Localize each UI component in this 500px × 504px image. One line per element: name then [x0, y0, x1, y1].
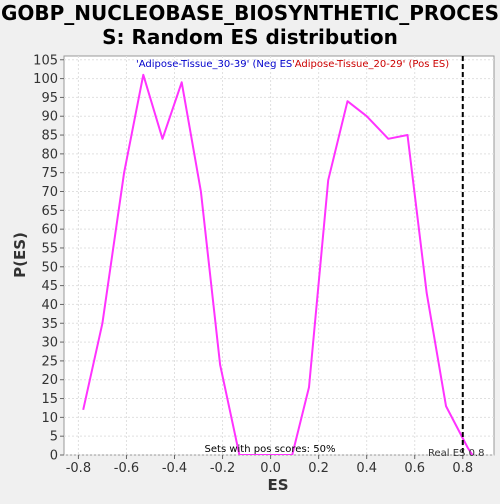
series-layer [82, 56, 474, 455]
y-tick-label: 25 [41, 354, 58, 369]
x-tick-label: 0.4 [356, 461, 377, 476]
chart-title-line-1: GOBP_NUCLEOBASE_BIOSYNTHETIC_PROCES [1, 1, 499, 25]
y-tick-label: 95 [41, 91, 58, 106]
x-tick-label: -0.4 [162, 461, 187, 476]
y-tick-label: 15 [41, 392, 58, 407]
y-tick-label: 55 [41, 241, 58, 256]
x-tick-label: 0.6 [404, 461, 425, 476]
y-tick-label: 0 [50, 449, 58, 464]
x-tick-label: -0.8 [66, 461, 91, 476]
y-tick-label: 35 [41, 317, 58, 332]
legend-pos-es: 'Adipose-Tissue_20-29' (Pos ES) [292, 59, 449, 70]
y-tick-label: 5 [50, 430, 58, 445]
x-axis-label: ES [267, 476, 288, 494]
y-tick-label: 40 [41, 298, 58, 313]
y-tick-label: 70 [41, 185, 58, 200]
x-tick-label: 0.0 [260, 461, 281, 476]
x-tick-label: -0.2 [210, 461, 235, 476]
y-tick-label: 105 [33, 53, 58, 68]
y-tick-label: 85 [41, 129, 58, 144]
pos-scores-annotation: Sets with pos scores: 50% [205, 444, 336, 455]
x-tick-label: 0.2 [308, 461, 329, 476]
real-es-annotation: Real ES 0.8 [428, 448, 484, 459]
x-tick-label: -0.6 [114, 461, 139, 476]
y-tick-label: 20 [41, 373, 58, 388]
y-axis-label: P(ES) [11, 232, 29, 278]
y-tick-label: 75 [41, 166, 58, 181]
chart-title-line-2: S: Random ES distribution [102, 25, 398, 49]
y-tick-label: 100 [33, 72, 58, 87]
y-tick-label: 80 [41, 147, 58, 162]
y-tick-label: 30 [41, 336, 58, 351]
y-tick-label: 45 [41, 279, 58, 294]
y-tick-label: 50 [41, 260, 58, 275]
legend: 'Adipose-Tissue_30-39' (Neg ES) 'Adipose… [136, 59, 449, 70]
axes: 0 5 10 15 20 25 30 35 40 45 50 55 60 65 70 75 80 85 90 95 10… [33, 53, 473, 476]
es-distribution-line [82, 73, 474, 455]
legend-neg-es: 'Adipose-Tissue_30-39' (Neg ES) [136, 59, 296, 70]
y-tick-label: 10 [41, 411, 58, 426]
y-tick-label: 60 [41, 223, 58, 238]
y-tick-label: 90 [41, 110, 58, 125]
y-tick-label: 65 [41, 204, 58, 219]
x-tick-label: 0.8 [452, 461, 473, 476]
